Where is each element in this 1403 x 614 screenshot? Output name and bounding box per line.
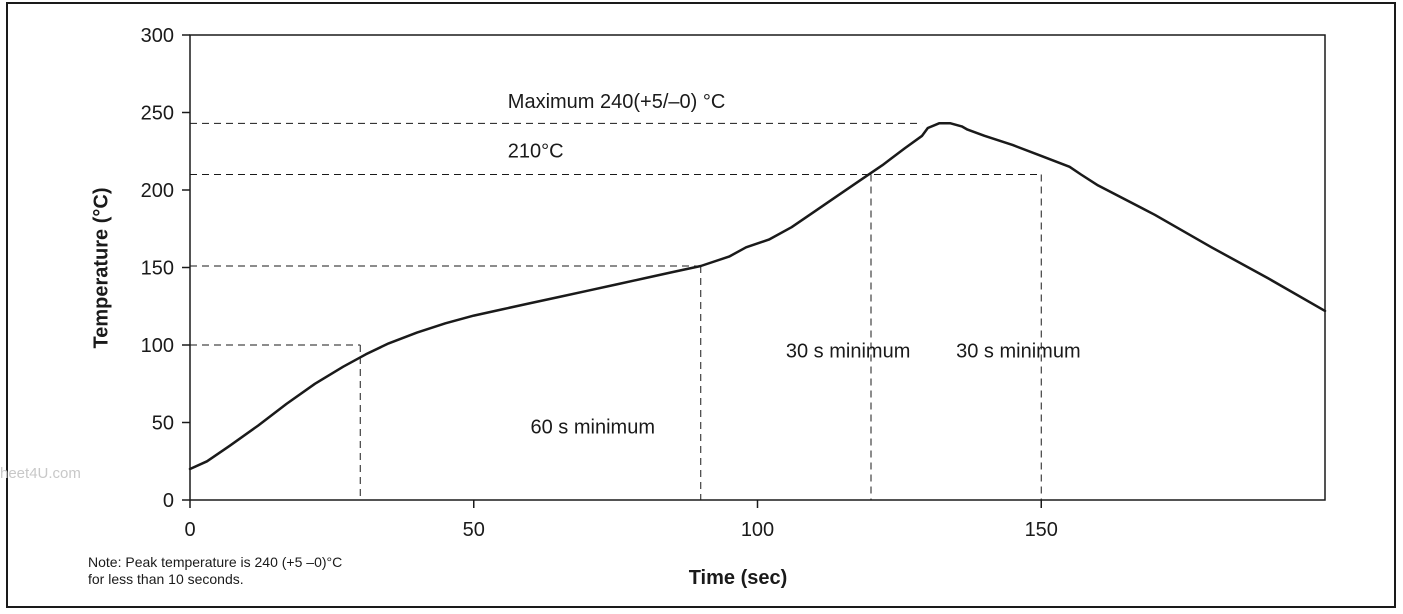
x-axis-title: Time (sec) [689, 567, 788, 589]
x-tick-label-0: 0 [184, 519, 195, 541]
annotations: Maximum 240(+5/–0) °C 210°C 60 s minimum 30… [508, 91, 1081, 439]
x-tick-label-100: 100 [741, 519, 774, 541]
annotation-2: 60 s minimum [531, 416, 655, 438]
y-tick-label-200: 200 [141, 180, 174, 202]
y-tick-label-300: 300 [141, 25, 174, 47]
series-line-0 [188, 122, 1327, 471]
y-tick-label-0: 0 [163, 490, 174, 512]
series-group [188, 122, 1327, 471]
annotation-0: Maximum 240(+5/–0) °C [508, 91, 726, 113]
x-tick-label-50: 50 [463, 519, 485, 541]
y-axis: 0 50 100 150 200 250 300 [141, 25, 190, 512]
x-tick-label-150: 150 [1025, 519, 1058, 541]
x-axis: 0 50 100 150 [184, 500, 1058, 541]
y-tick-label-50: 50 [152, 413, 174, 435]
y-tick-label-100: 100 [141, 335, 174, 357]
y-axis-title: Temperature (°C) [90, 188, 112, 349]
chart-frame [6, 2, 1396, 608]
watermark: heet4U.com [0, 465, 81, 482]
y-tick-label-250: 250 [141, 103, 174, 125]
annotation-3: 30 s minimum [786, 340, 910, 362]
reference-lines [190, 122, 1042, 500]
y-tick-label-150: 150 [141, 258, 174, 280]
note-line-1: Note: Peak temperature is 240 (+5 –0)°C [88, 554, 342, 570]
annotation-4: 30 s minimum [956, 340, 1080, 362]
annotation-1: 210°C [508, 140, 564, 162]
note-line-2: for less than 10 seconds. [88, 571, 244, 587]
